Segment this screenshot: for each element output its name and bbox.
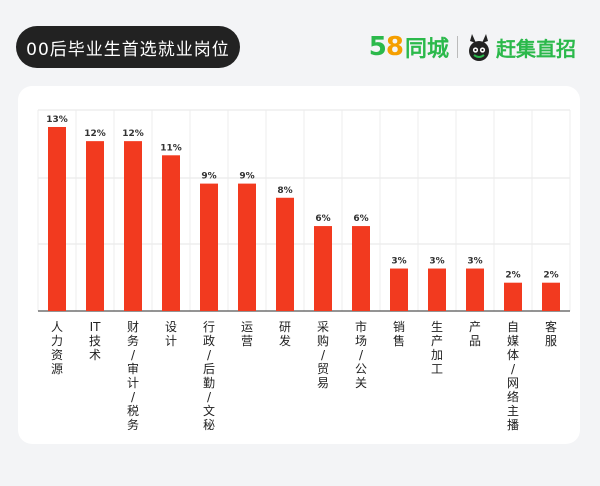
chart-title: 00后毕业生首选就业岗位 <box>26 39 230 60</box>
x-tick-label: 销售 <box>393 320 405 348</box>
x-tick-label: 人力资源 <box>51 320 63 376</box>
bar <box>352 226 370 311</box>
brand-logo: 58 同城 赶集直招 <box>369 30 576 64</box>
x-tick-label: 财务/审计/税务 <box>127 320 139 432</box>
x-tick-label: 设计 <box>165 320 177 348</box>
bar <box>504 282 522 311</box>
data-label: 12% <box>122 129 144 139</box>
bar <box>542 282 560 311</box>
x-tick-label: 自媒体/网络主播 <box>507 320 519 432</box>
data-label: 3% <box>467 257 482 267</box>
bar-chart: 13% 人力资源 12% IT 技术 12% 财务/审计/税务 11% 设计 9% 行政/后勤/文秘… <box>37 109 571 432</box>
data-label: 13% <box>46 115 68 125</box>
data-label: 9% <box>239 172 254 182</box>
brand-tongcheng-text: 同城 <box>404 37 449 62</box>
data-label: 6% <box>353 214 368 224</box>
bar <box>162 155 180 311</box>
data-label: 9% <box>201 172 216 182</box>
x-tick-label: 生产加工 <box>431 320 443 376</box>
bar <box>48 126 66 311</box>
brand-divider <box>457 36 458 58</box>
brand-58-mark: 58 <box>368 32 404 62</box>
data-label: 3% <box>429 257 444 267</box>
bar <box>276 197 294 311</box>
bar <box>314 226 332 311</box>
brand-ganji-text: 赶集直招 <box>496 36 576 61</box>
bar <box>466 268 484 311</box>
bar <box>124 141 142 311</box>
mascot-icon <box>469 34 489 61</box>
x-tick-label: 行政/后勤/文秘 <box>203 320 215 432</box>
data-label: 3% <box>391 257 406 267</box>
data-label: 2% <box>505 271 520 281</box>
x-tick-label: 客服 <box>545 319 557 348</box>
data-label: 11% <box>160 143 182 153</box>
chart-card: 13% 人力资源 12% IT 技术 12% 财务/审计/税务 11% 设计 9% 行政/后勤/文秘… <box>18 86 580 444</box>
data-label: 8% <box>277 186 292 196</box>
x-tick-label: 市场/公关 <box>355 319 367 390</box>
bar <box>86 141 104 311</box>
bar <box>238 183 256 311</box>
bar <box>390 268 408 311</box>
x-tick-label: 研发 <box>279 320 291 348</box>
bar <box>428 268 446 311</box>
x-tick-label: 产品 <box>469 320 481 348</box>
bar <box>200 183 218 311</box>
data-label: 2% <box>543 271 558 281</box>
x-tick-label: IT 技术 <box>89 320 101 362</box>
chart-title-badge: 00后毕业生首选就业岗位 <box>16 26 240 68</box>
x-tick-label: 采购/贸易 <box>317 320 329 390</box>
data-label: 12% <box>84 129 106 139</box>
data-label: 6% <box>315 214 330 224</box>
x-tick-label: 运营 <box>241 320 253 348</box>
